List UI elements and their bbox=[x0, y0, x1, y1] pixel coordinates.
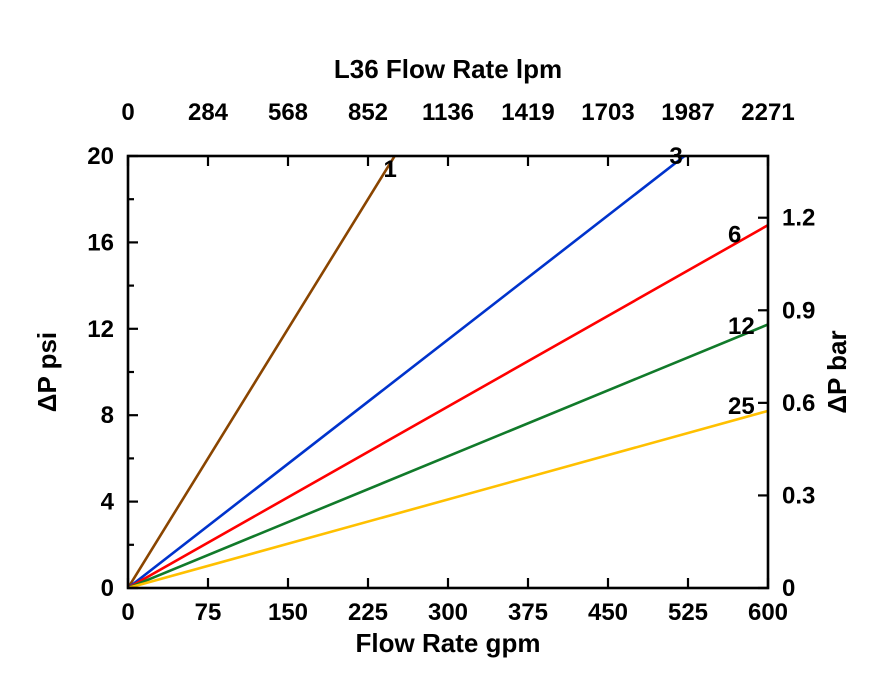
y-left-tick-label: 4 bbox=[101, 489, 115, 516]
x-bottom-tick-label: 450 bbox=[588, 599, 628, 626]
y-left-axis-label: ΔP psi bbox=[32, 332, 62, 412]
x-bottom-tick-label: 150 bbox=[268, 599, 308, 626]
x-bottom-axis-label: Flow Rate gpm bbox=[356, 628, 541, 658]
pressure-flow-chart: L36 Flow Rate lpm 0 284 568 852 1136 1419 1703 1… bbox=[0, 0, 884, 684]
y-left-tick-label: 0 bbox=[101, 575, 114, 602]
x-bottom-tick-label: 0 bbox=[121, 599, 134, 626]
top-x-tick-label: 1987 bbox=[661, 99, 714, 126]
y-right-axis-label: ΔP bar bbox=[822, 330, 852, 413]
x-bottom-tick-label: 75 bbox=[195, 599, 222, 626]
y-left-tick-label: 12 bbox=[87, 316, 114, 343]
y-left-tick-label: 20 bbox=[87, 143, 114, 170]
top-x-tick-label: 284 bbox=[188, 99, 229, 126]
series-label: 12 bbox=[728, 313, 755, 340]
x-bottom-tick-label: 375 bbox=[508, 599, 548, 626]
y-right-tick-label: 0 bbox=[782, 575, 795, 602]
series-label: 25 bbox=[728, 393, 755, 420]
x-bottom-tick-label: 225 bbox=[348, 599, 388, 626]
x-bottom-tick-label: 525 bbox=[668, 599, 708, 626]
y-left-tick-label: 8 bbox=[101, 402, 114, 429]
y-right-tick-label: 0.3 bbox=[782, 482, 815, 509]
top-x-tick-label: 0 bbox=[121, 99, 134, 126]
top-x-tick-label: 568 bbox=[268, 99, 308, 126]
y-left-tick-label: 16 bbox=[87, 229, 114, 256]
top-x-tick-label: 1703 bbox=[581, 99, 634, 126]
x-bottom-tick-label: 300 bbox=[428, 599, 468, 626]
series-label: 6 bbox=[728, 221, 741, 248]
y-right-tick-label: 0.6 bbox=[782, 390, 815, 417]
y-right-tick-label: 1.2 bbox=[782, 205, 815, 232]
top-x-tick-label: 1136 bbox=[422, 99, 474, 126]
x-bottom-tick-label: 600 bbox=[748, 599, 788, 626]
top-x-tick-label: 1419 bbox=[501, 99, 554, 126]
top-axis-title: L36 Flow Rate lpm bbox=[334, 54, 562, 84]
top-x-tick-label: 2271 bbox=[741, 99, 794, 126]
top-x-tick-label: 852 bbox=[348, 99, 388, 126]
y-right-tick-label: 0.9 bbox=[782, 297, 815, 324]
series-label: 1 bbox=[383, 156, 396, 183]
